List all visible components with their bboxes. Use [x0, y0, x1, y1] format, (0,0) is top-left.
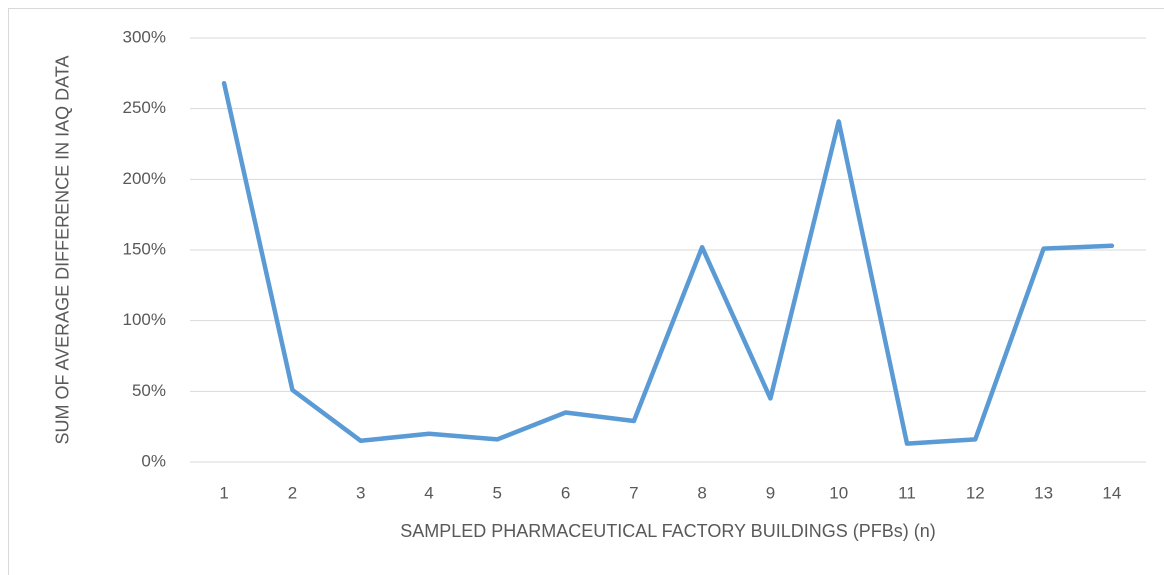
y-tick-label: 100% — [123, 310, 166, 329]
x-tick-label: 11 — [898, 483, 916, 502]
y-tick-label: 300% — [123, 27, 166, 46]
y-tick-label: 150% — [123, 239, 166, 258]
y-tick-label: 200% — [123, 169, 166, 188]
line — [221, 80, 1115, 446]
y-axis-label: SUM OF AVERAGE DIFFERENCE IN IAQ DATA — [52, 55, 73, 445]
x-tick-label: 7 — [629, 483, 638, 502]
x-tick-label: 2 — [288, 483, 297, 502]
x-tick-label: 9 — [766, 483, 775, 502]
x-tick-label: 6 — [561, 483, 570, 502]
x-tick-label: 13 — [1034, 483, 1053, 502]
x-tick-label: 14 — [1102, 483, 1121, 502]
x-tick-label: 5 — [493, 483, 502, 502]
x-tick-label: 8 — [697, 483, 706, 502]
x-tick-label: 12 — [966, 483, 985, 502]
x-tick-label: 1 — [219, 483, 228, 502]
x-tick-label: 4 — [424, 483, 433, 502]
y-tick-label: 0% — [141, 451, 166, 470]
y-tick-label: 50% — [132, 381, 166, 400]
x-tick-label: 10 — [829, 483, 848, 502]
x-axis-label: SAMPLED PHARMACEUTICAL FACTORY BUILDINGS… — [400, 521, 935, 541]
chart-border — [8, 8, 1164, 575]
x-tick-label: 3 — [356, 483, 365, 502]
y-tick-label: 250% — [123, 98, 166, 117]
